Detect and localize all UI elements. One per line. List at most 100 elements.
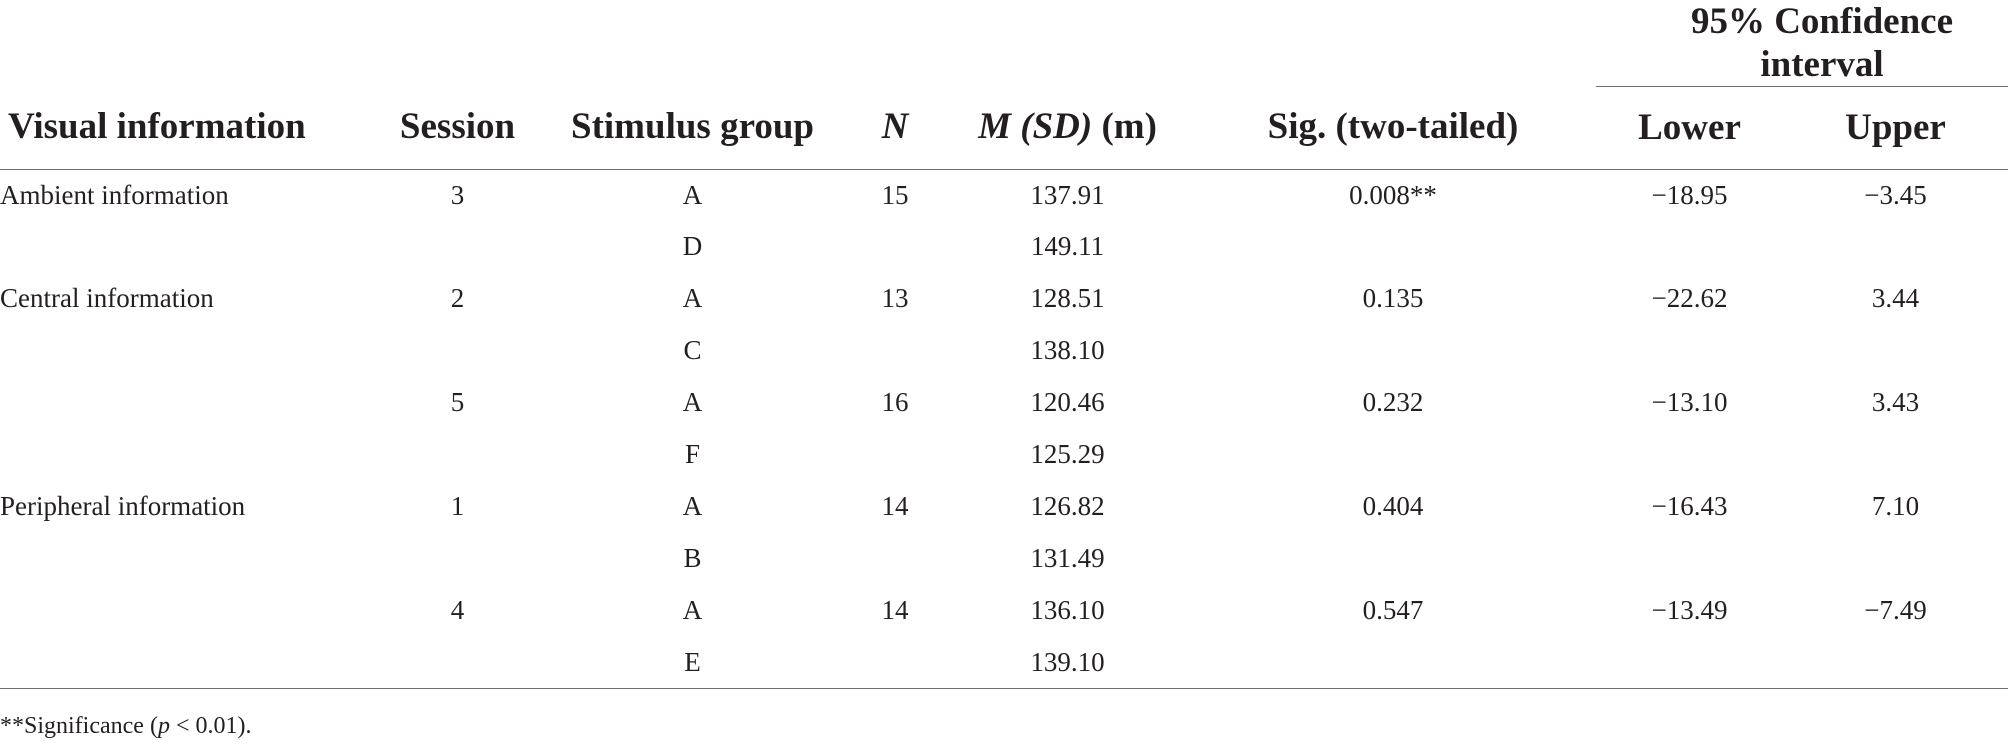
cell-stimulus-group: D [682, 230, 703, 261]
cell-session: 1 [450, 490, 465, 521]
header-mean-sd: M (SD) (m) [945, 86, 1190, 170]
cell-ci-upper: 3.43 [1871, 386, 1920, 417]
cell-visual-information: Ambient information [0, 179, 229, 210]
cell-significance: 0.008** [1349, 179, 1437, 210]
cell-mean: 128.51 [1030, 282, 1105, 313]
cell-n [845, 324, 945, 376]
table-row: C 138.10 [0, 324, 2008, 376]
cell-ci-upper: 3.44 [1871, 282, 1920, 313]
cell-session: 3 [450, 179, 465, 210]
cell-visual-information [0, 324, 375, 376]
cell-significance: 0.547 [1362, 594, 1424, 625]
header-n: N [845, 86, 945, 170]
header-lower: Lower [1596, 86, 1783, 170]
cell-mean: 149.11 [1030, 230, 1105, 261]
table-row: D 149.11 [0, 220, 2008, 272]
cell-significance: 0.404 [1362, 490, 1424, 521]
table-header: 95% Confidence interval Visual informati… [0, 0, 2008, 170]
cell-mean: 138.10 [1030, 334, 1105, 365]
cell-n [845, 220, 945, 272]
cell-visual-information [0, 532, 375, 584]
cell-session [375, 428, 540, 480]
cell-ci-lower: −18.95 [1651, 179, 1728, 210]
cell-stimulus-group: A [682, 282, 703, 313]
cell-stimulus-group: B [683, 542, 702, 573]
header-significance: Sig. (two-tailed) [1190, 86, 1596, 170]
cell-visual-information [0, 428, 375, 480]
cell-significance [1190, 220, 1596, 272]
cell-ci-lower: −16.43 [1651, 490, 1728, 521]
cell-visual-information: Peripheral information [0, 490, 246, 521]
results-table-container: 95% Confidence interval Visual informati… [0, 0, 2008, 738]
cell-session: 2 [450, 282, 465, 313]
table-row: Ambient information 3 A 15 137.91 0.008** −18.… [0, 170, 2008, 221]
header-row-bottom: Visual information Session Stimulus grou… [0, 86, 2008, 170]
table-row: E 139.10 [0, 636, 2008, 689]
cell-ci-lower [1596, 428, 1783, 480]
cell-session [375, 220, 540, 272]
cell-significance [1190, 324, 1596, 376]
cell-visual-information [0, 220, 375, 272]
cell-ci-lower: −13.10 [1651, 386, 1728, 417]
table-row: F 125.29 [0, 428, 2008, 480]
cell-session: 4 [450, 594, 465, 625]
cell-n [845, 428, 945, 480]
cell-stimulus-group: C [683, 334, 702, 365]
cell-ci-upper: 7.10 [1871, 490, 1920, 521]
cell-visual-information: Central information [0, 282, 214, 313]
cell-session [375, 324, 540, 376]
table-footnote: **Significance (p < 0.01). [0, 713, 252, 739]
cell-n: 14 [881, 594, 909, 625]
cell-ci-lower [1596, 324, 1783, 376]
cell-mean: 125.29 [1030, 438, 1105, 469]
cell-stimulus-group: A [682, 179, 703, 210]
cell-ci-lower [1596, 532, 1783, 584]
cell-n: 15 [881, 179, 909, 210]
cell-n [845, 636, 945, 689]
results-table: 95% Confidence interval Visual informati… [0, 0, 2008, 689]
cell-ci-lower: −13.49 [1651, 594, 1728, 625]
cell-ci-upper [1783, 532, 2008, 584]
header-session: Session [375, 86, 540, 170]
cell-mean: 139.10 [945, 636, 1190, 689]
cell-ci-upper [1783, 324, 2008, 376]
cell-session [375, 636, 540, 689]
cell-n: 13 [881, 282, 909, 313]
cell-ci-upper [1783, 220, 2008, 272]
cell-session: 5 [450, 386, 465, 417]
table-row: B 131.49 [0, 532, 2008, 584]
cell-ci-upper: −3.45 [1864, 179, 1927, 210]
cell-stimulus-group: A [682, 490, 703, 521]
cell-stimulus-group: A [682, 386, 703, 417]
table-row: Central information 2 A 13 128.51 0.135 −22.62… [0, 272, 2008, 324]
cell-visual-information [0, 584, 375, 636]
cell-mean: 137.91 [1030, 179, 1105, 210]
cell-mean: 120.46 [1030, 386, 1105, 417]
confidence-interval-header: 95% Confidence interval [1596, 0, 2008, 87]
cell-ci-upper [1783, 636, 2008, 689]
cell-ci-upper: −7.49 [1864, 594, 1927, 625]
header-stimulus-group: Stimulus group [540, 86, 845, 170]
cell-visual-information [0, 376, 375, 428]
cell-ci-lower [1596, 636, 1783, 689]
cell-stimulus-group: F [684, 438, 701, 469]
cell-n [845, 532, 945, 584]
header-upper: Upper [1783, 86, 2008, 170]
cell-visual-information [0, 636, 375, 689]
cell-significance [1190, 636, 1596, 689]
cell-stimulus-group: A [682, 594, 703, 625]
cell-mean: 136.10 [1030, 594, 1105, 625]
cell-significance: 0.135 [1362, 282, 1424, 313]
cell-stimulus-group: E [540, 636, 845, 689]
cell-ci-lower [1596, 220, 1783, 272]
header-row-top: 95% Confidence interval [0, 0, 2008, 87]
cell-ci-lower: −22.62 [1651, 282, 1728, 313]
cell-mean: 126.82 [1030, 490, 1105, 521]
cell-significance [1190, 428, 1596, 480]
cell-n: 14 [881, 490, 909, 521]
table-row: 5 A 16 120.46 0.232 −13.10 3.43 [0, 376, 2008, 428]
cell-n: 16 [881, 386, 909, 417]
table-row: 4 A 14 136.10 0.547 −13.49 −7.49 [0, 584, 2008, 636]
cell-mean: 131.49 [1030, 542, 1105, 573]
header-visual-information: Visual information [0, 86, 375, 170]
